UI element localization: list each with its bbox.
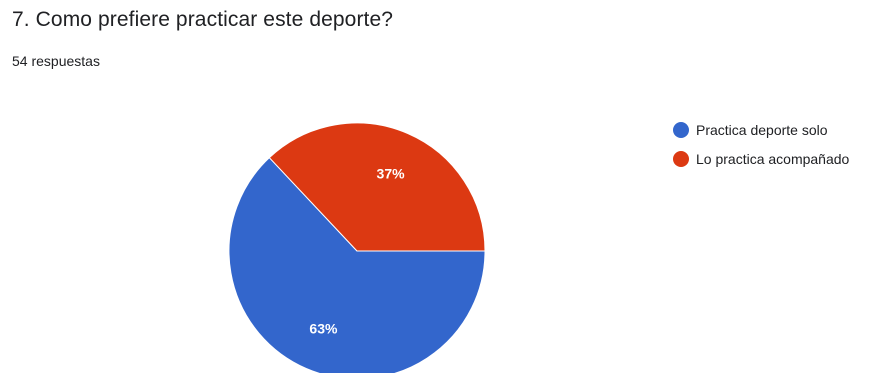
pie-slice-acompanado[interactable] xyxy=(268,122,486,252)
legend-item-acompanado[interactable]: Lo practica acompañado xyxy=(673,149,849,169)
pie-label-solo: 63% xyxy=(309,321,338,337)
legend-label-acompanado: Lo practica acompañado xyxy=(696,151,850,167)
legend-item-solo[interactable]: Practica deporte solo xyxy=(673,120,849,140)
legend-swatch-acompanado xyxy=(673,151,689,167)
legend-swatch-solo xyxy=(673,122,689,138)
question-title: 7. Como prefiere practicar este deporte? xyxy=(12,8,394,31)
pie-slice-solo[interactable] xyxy=(228,156,486,373)
legend-label-solo: Practica deporte solo xyxy=(696,122,828,138)
pie-label-acompanado: 37% xyxy=(377,165,406,181)
response-count: 54 respuestas xyxy=(12,53,100,69)
chart-legend: Practica deporte solo Lo practica acompa… xyxy=(673,120,849,178)
